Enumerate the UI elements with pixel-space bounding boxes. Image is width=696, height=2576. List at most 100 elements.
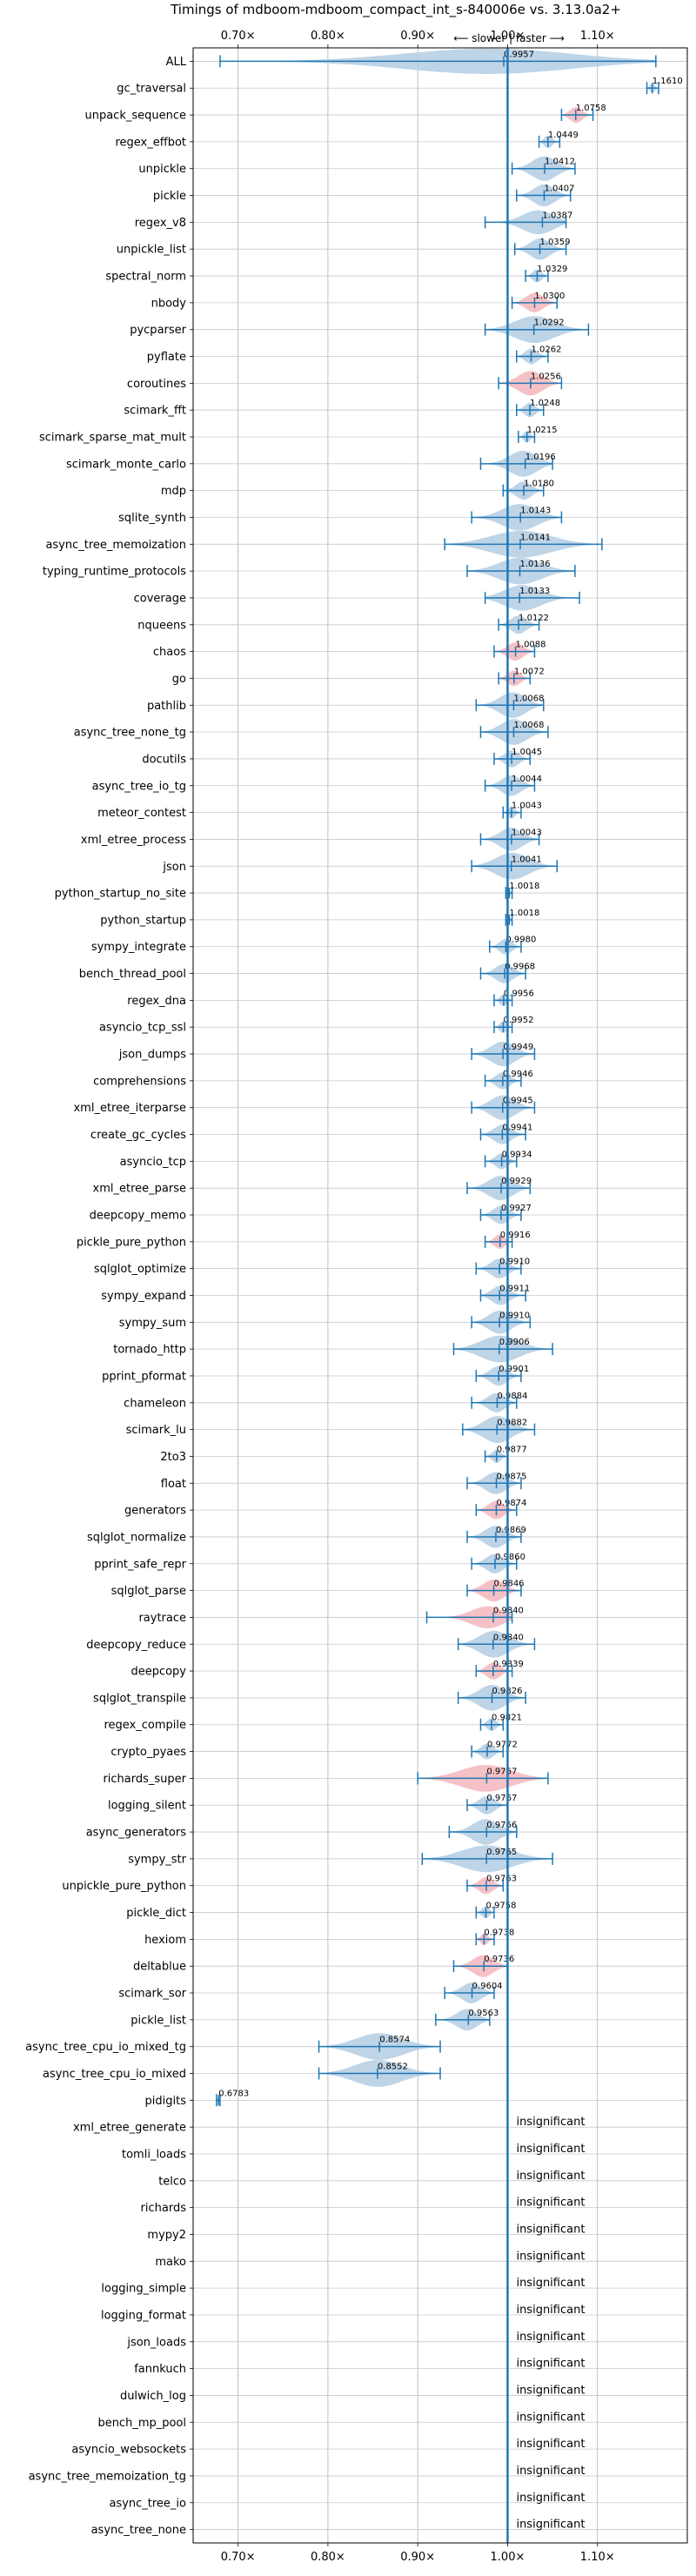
benchmark-label: json_dumps	[118, 1049, 186, 1062]
benchmark-label: xml_etree_parse	[93, 1183, 186, 1196]
insignificant-label: insignificant	[516, 2438, 585, 2451]
benchmark-label: chameleon	[124, 1397, 186, 1410]
benchmark-label: tomli_loads	[122, 2148, 186, 2161]
value-label: 1.0196	[525, 453, 556, 462]
benchmark-label: unpickle_list	[117, 244, 186, 257]
value-label: 0.9877	[497, 1445, 527, 1454]
value-label: 0.9929	[501, 1177, 532, 1186]
value-label: 1.0043	[512, 828, 542, 837]
benchmark-label: sympy_expand	[101, 1290, 186, 1303]
value-label: 0.9910	[499, 1311, 530, 1320]
benchmark-label: pathlib	[147, 700, 186, 713]
benchmark-label: 2to3	[160, 1451, 186, 1464]
benchmark-label: asyncio_websockets	[71, 2444, 186, 2457]
benchmark-label: crypto_pyaes	[110, 1746, 186, 1759]
value-label: 0.9763	[486, 1875, 517, 1884]
x-tick-label-bottom: 0.90×	[400, 2551, 435, 2564]
value-label: 0.9927	[501, 1204, 532, 1213]
benchmark-label: richards	[141, 2202, 187, 2215]
value-label: 0.9901	[499, 1365, 529, 1374]
benchmark-label: async_tree_none_tg	[74, 727, 186, 740]
value-label: 1.0045	[512, 748, 542, 757]
plot-frame	[192, 47, 688, 2544]
benchmark-label: unpickle_pure_python	[62, 1880, 186, 1893]
grid-lines	[193, 48, 687, 2543]
value-label: 1.0248	[530, 399, 560, 408]
value-label: 0.9860	[495, 1553, 525, 1562]
benchmark-label: async_tree_memoization	[45, 539, 186, 552]
value-label: 0.9767	[486, 1794, 517, 1803]
benchmark-label: regex_effbot	[115, 136, 186, 149]
value-label: 1.0143	[520, 506, 551, 515]
benchmark-label: sqlglot_normalize	[87, 1531, 186, 1544]
value-label: 1.0044	[512, 775, 542, 784]
benchmark-label: scimark_fft	[124, 405, 186, 418]
benchmark-label: nqueens	[137, 619, 186, 632]
value-label: 0.9882	[497, 1419, 527, 1428]
benchmark-label: sympy_str	[128, 1853, 186, 1866]
violins: 0.9957 1.1610 1.0758 1.0449 1.0412 1.0407 1.03…	[216, 48, 683, 2532]
insignificant-label: insignificant	[516, 2358, 585, 2371]
benchmark-label: meteor_contest	[97, 807, 186, 820]
value-label: 0.9911	[499, 1285, 530, 1294]
benchmark-label: xml_etree_iterparse	[73, 1102, 186, 1115]
insignificant-label: insignificant	[516, 2304, 585, 2317]
insignificant-label: insignificant	[516, 2170, 585, 2183]
benchmark-label: pprint_pformat	[102, 1370, 186, 1383]
benchmark-label: xml_etree_generate	[73, 2122, 186, 2135]
benchmark-label: bench_mp_pool	[97, 2417, 186, 2430]
benchmark-label: typing_runtime_protocols	[43, 566, 186, 579]
value-label: 0.9934	[502, 1150, 532, 1159]
benchmark-label: nbody	[151, 297, 187, 310]
benchmark-label: async_tree_cpu_io_mixed_tg	[25, 2041, 186, 2054]
benchmark-label: asyncio_tcp_ssl	[99, 1022, 186, 1035]
benchmark-label: ALL	[166, 56, 187, 69]
benchmark-label: async_tree_io_tg	[92, 780, 186, 793]
value-label: 0.9772	[487, 1741, 518, 1750]
value-label: 0.9949	[503, 1043, 533, 1052]
benchmark-label: pickle_dict	[126, 1907, 186, 1920]
value-label: 1.0300	[534, 292, 565, 301]
benchmark-label: sqlglot_transpile	[93, 1692, 186, 1705]
benchmark-label: pycparser	[130, 324, 186, 337]
benchmark-label: pidigits	[145, 2095, 187, 2108]
benchmark-label: async_tree_memoization_tg	[29, 2470, 186, 2483]
benchmark-label: scimark_monte_carlo	[66, 458, 186, 471]
value-label: 1.0136	[519, 560, 550, 569]
value-label: 0.9910	[499, 1258, 530, 1267]
value-label: 0.9736	[484, 1955, 514, 1964]
benchmark-label: scimark_lu	[126, 1424, 186, 1437]
value-label: 0.9875	[497, 1472, 527, 1481]
value-label: 1.0292	[534, 319, 565, 328]
insignificant-label: insignificant	[516, 2411, 585, 2424]
direction-label: ⟵ slower | faster ⟶	[453, 32, 565, 44]
insignificant-label: insignificant	[516, 2331, 585, 2344]
benchmark-label: pickle_list	[130, 2014, 186, 2027]
value-label: 1.0329	[537, 265, 567, 274]
benchmark-label: regex_compile	[104, 1719, 186, 1732]
value-label: 1.0018	[509, 909, 539, 918]
benchmark-label: deepcopy_memo	[90, 1210, 186, 1223]
benchmark-label: raytrace	[138, 1612, 186, 1625]
benchmark-label: chaos	[153, 646, 186, 659]
value-label: 0.9766	[486, 1821, 517, 1830]
benchmark-label: async_tree_cpu_io_mixed	[43, 2068, 186, 2081]
insignificant-label: insignificant	[516, 2116, 585, 2129]
value-label: 0.9906	[499, 1338, 530, 1347]
benchmark-label: sqlite_synth	[118, 512, 186, 525]
value-label: 1.0359	[540, 238, 571, 247]
value-label: 1.0088	[516, 641, 546, 650]
value-label: 0.9874	[496, 1499, 526, 1508]
value-label: 0.8552	[378, 2063, 408, 2072]
insignificant-label: insignificant	[516, 2519, 585, 2532]
value-label: 1.0215	[527, 426, 558, 435]
insignificant-label: insignificant	[516, 2197, 585, 2210]
value-label: 1.0068	[513, 721, 544, 730]
benchmark-label: docutils	[142, 753, 186, 766]
value-label: 1.1610	[652, 77, 683, 86]
benchmark-label: go	[172, 673, 186, 686]
benchmark-label: sqlglot_parse	[111, 1585, 186, 1598]
benchmark-label: telco	[158, 2175, 186, 2188]
benchmark-label: sympy_integrate	[91, 941, 186, 954]
